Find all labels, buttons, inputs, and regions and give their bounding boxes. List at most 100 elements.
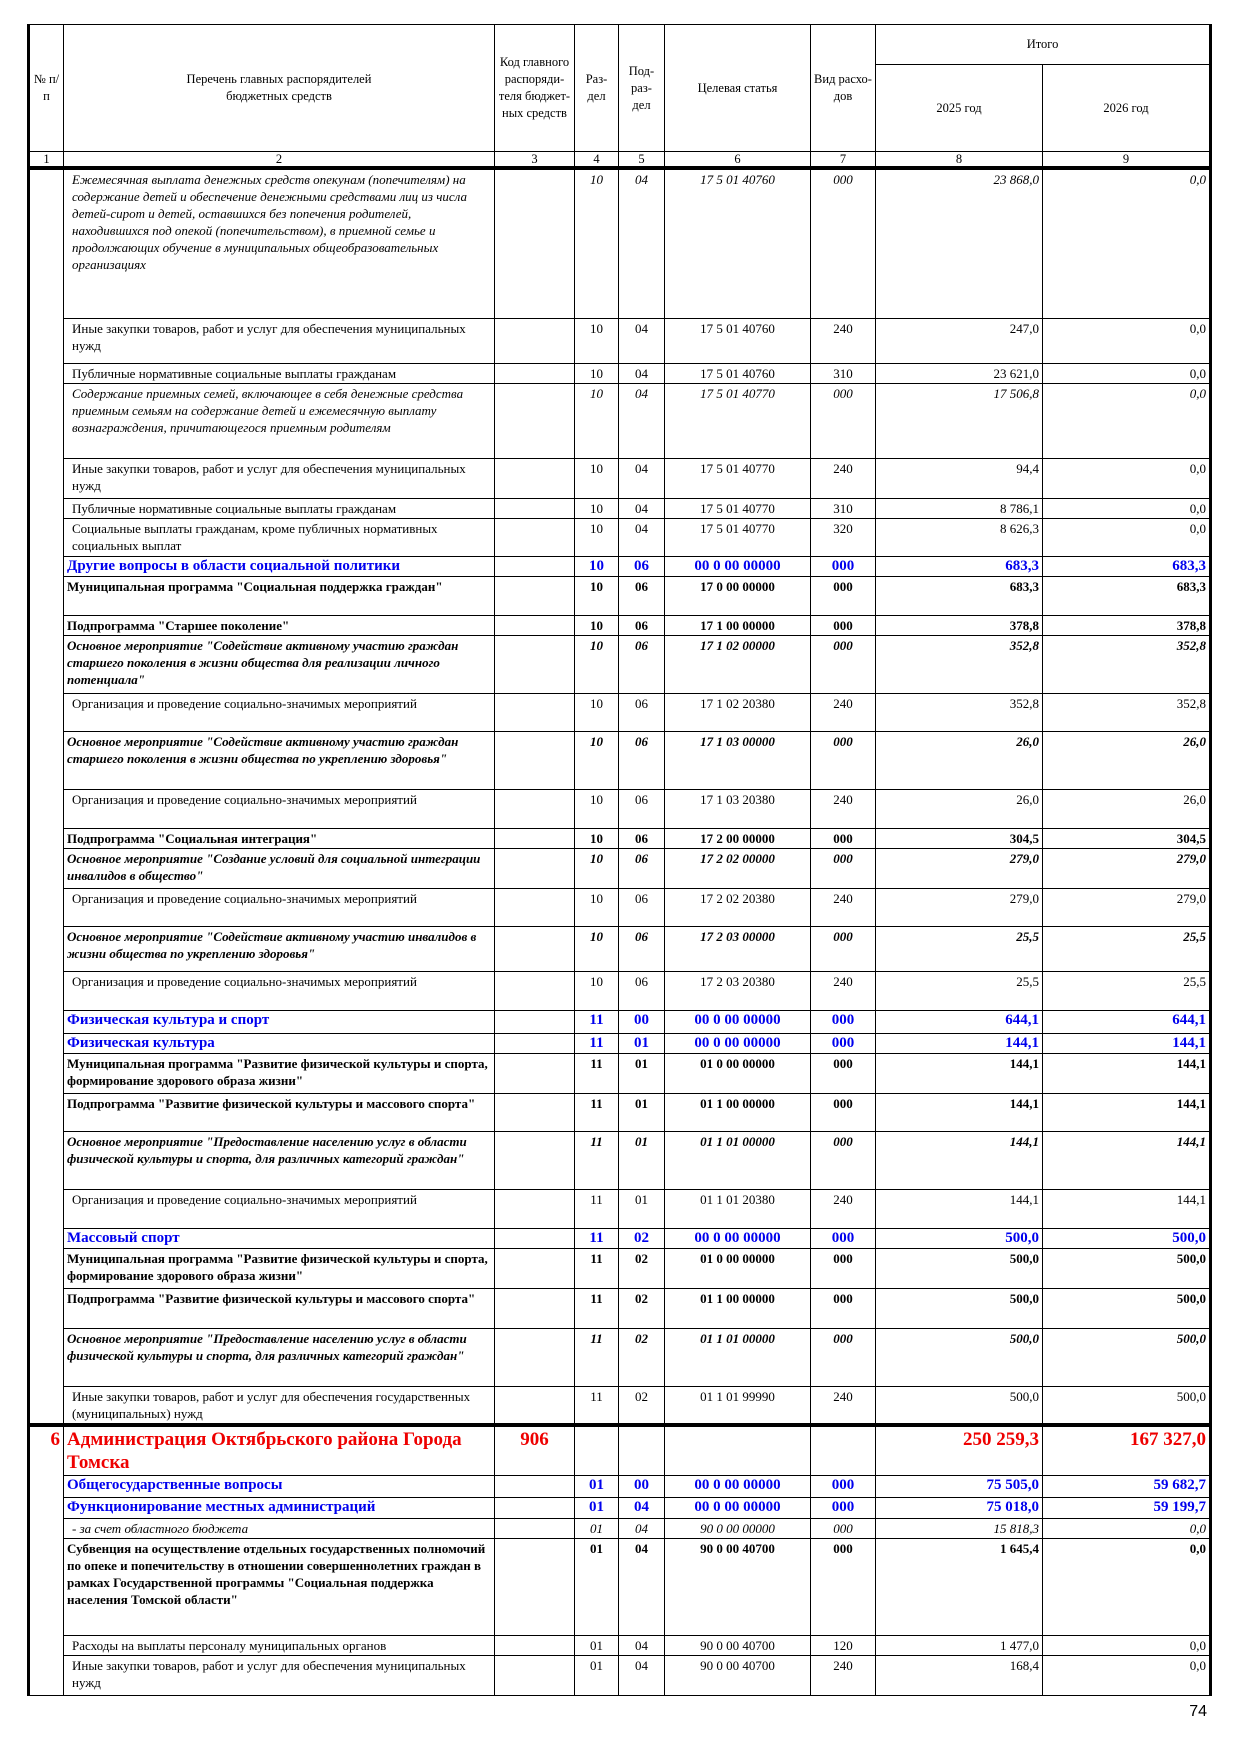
table-row: Основное мероприятие "Создание условий д… xyxy=(27,847,1213,889)
row-number xyxy=(27,971,64,1010)
row-target-article xyxy=(664,1422,811,1476)
row-name: Другие вопросы в области социальной поли… xyxy=(63,555,495,577)
row-podrazdel: 06 xyxy=(618,555,665,577)
row-razdel: 10 xyxy=(574,362,619,384)
row-number xyxy=(27,1131,64,1189)
row-code xyxy=(494,1247,575,1289)
row-code xyxy=(494,614,575,636)
row-code xyxy=(494,827,575,849)
table-row: Физическая культура 11 01 00 0 00 00000 000 1… xyxy=(27,1032,1213,1054)
header-total: Итого xyxy=(874,24,1213,65)
row-number xyxy=(27,1655,64,1696)
column-number-row: 1 2 3 4 5 6 7 8 9 xyxy=(27,151,1213,170)
row-amount-2026: 26,0 xyxy=(1041,730,1213,790)
row-number xyxy=(27,556,64,576)
row-amount-2026: 352,8 xyxy=(1041,692,1213,732)
row-expense-type: 000 xyxy=(810,1009,876,1034)
table-row: Муниципальная программа "Развитие физиче… xyxy=(27,1247,1213,1289)
row-code xyxy=(494,1092,575,1132)
row-razdel: 10 xyxy=(574,575,619,616)
row-amount-2025: 247,0 xyxy=(875,317,1043,364)
row-target-article: 00 0 00 00000 xyxy=(664,1009,811,1034)
row-number xyxy=(27,926,64,971)
table-row: 6 Администрация Октябрьского района Город… xyxy=(27,1422,1213,1476)
row-podrazdel: 06 xyxy=(618,847,665,889)
row-podrazdel: 04 xyxy=(618,382,665,459)
row-podrazdel: 06 xyxy=(618,887,665,927)
row-code xyxy=(494,575,575,616)
row-razdel: 10 xyxy=(574,788,619,829)
table-row: Организация и проведение социально-значи… xyxy=(27,1188,1213,1229)
row-amount-2025: 352,8 xyxy=(875,692,1043,732)
row-target-article: 17 1 03 20380 xyxy=(664,788,811,829)
table-row: Публичные нормативные социальные выплаты… xyxy=(27,362,1213,384)
row-code xyxy=(494,1385,575,1425)
row-target-article: 90 0 00 00000 xyxy=(664,1517,811,1539)
row-expense-type: 000 xyxy=(810,575,876,616)
row-name: Основное мероприятие "Предоставление нас… xyxy=(63,1130,495,1190)
row-podrazdel: 06 xyxy=(618,634,665,694)
row-target-article: 17 1 02 20380 xyxy=(664,692,811,732)
row-target-article: 17 5 01 40760 xyxy=(664,362,811,384)
row-name: Основное мероприятие "Содействие активно… xyxy=(63,634,495,694)
row-expense-type: 000 xyxy=(810,1537,876,1636)
row-code xyxy=(494,555,575,577)
row-number xyxy=(27,1386,64,1425)
row-amount-2026: 0,0 xyxy=(1041,497,1213,519)
row-amount-2025: 144,1 xyxy=(875,1032,1043,1054)
row-expense-type: 000 xyxy=(810,925,876,972)
row-target-article: 17 2 02 20380 xyxy=(664,887,811,927)
row-amount-2025: 500,0 xyxy=(875,1327,1043,1387)
header-code: Код главного распоряди-теля бюджет-ных с… xyxy=(494,24,575,152)
row-razdel: 11 xyxy=(574,1188,619,1229)
table-row: - за счет областного бюджета 01 04 90 0 00 … xyxy=(27,1517,1213,1539)
row-podrazdel: 02 xyxy=(618,1247,665,1289)
row-code xyxy=(494,362,575,384)
table-row: Подпрограмма "Социальная интеграция" 10 06… xyxy=(27,827,1213,849)
column-number: 3 xyxy=(494,151,575,170)
row-amount-2026: 144,1 xyxy=(1041,1052,1213,1094)
row-amount-2025: 144,1 xyxy=(875,1188,1043,1229)
row-target-article: 17 2 02 00000 xyxy=(664,847,811,889)
row-name: Массовый спорт xyxy=(63,1227,495,1249)
row-number xyxy=(27,518,64,556)
row-name: Основное мероприятие "Предоставление нас… xyxy=(63,1327,495,1387)
row-target-article: 00 0 00 00000 xyxy=(664,1474,811,1498)
row-number xyxy=(27,458,64,498)
table-row: Публичные нормативные социальные выплаты… xyxy=(27,497,1213,519)
row-name: Подпрограмма "Развитие физической культу… xyxy=(63,1287,495,1329)
row-expense-type: 000 xyxy=(810,1092,876,1132)
table-row: Иные закупки товаров, работ и услуг для … xyxy=(27,317,1213,364)
row-podrazdel: 06 xyxy=(618,925,665,972)
row-code xyxy=(494,634,575,694)
row-amount-2025: 500,0 xyxy=(875,1385,1043,1425)
row-code xyxy=(494,1327,575,1387)
row-podrazdel: 01 xyxy=(618,1052,665,1094)
row-number xyxy=(27,888,64,926)
row-amount-2026: 167 327,0 xyxy=(1041,1422,1213,1476)
row-amount-2025: 168,4 xyxy=(875,1654,1043,1696)
row-amount-2026: 304,5 xyxy=(1041,827,1213,849)
table-body: Ежемесячная выплата денежных средств опе… xyxy=(27,167,1213,1696)
header-2026: 2026 год xyxy=(1041,64,1213,152)
row-code xyxy=(494,887,575,927)
row-expense-type: 240 xyxy=(810,970,876,1011)
row-podrazdel: 06 xyxy=(618,730,665,790)
row-number xyxy=(27,693,64,731)
row-podrazdel: 04 xyxy=(618,497,665,519)
row-amount-2026: 144,1 xyxy=(1041,1032,1213,1054)
table-row: Функционирование местных администраций 01… xyxy=(27,1496,1213,1519)
row-number xyxy=(27,1189,64,1228)
row-target-article: 17 1 03 00000 xyxy=(664,730,811,790)
row-expense-type: 310 xyxy=(810,362,876,384)
row-name: Муниципальная программа "Развитие физиче… xyxy=(63,1247,495,1289)
header-2025: 2025 год xyxy=(875,64,1043,152)
row-target-article: 17 1 02 00000 xyxy=(664,634,811,694)
row-amount-2025: 17 506,8 xyxy=(875,382,1043,459)
table-row: Физическая культура и спорт 11 00 00 0 00 0… xyxy=(27,1009,1213,1034)
row-code xyxy=(494,167,575,319)
row-expense-type: 000 xyxy=(810,1227,876,1249)
row-number xyxy=(27,789,64,828)
row-razdel: 10 xyxy=(574,614,619,636)
row-code xyxy=(494,497,575,519)
